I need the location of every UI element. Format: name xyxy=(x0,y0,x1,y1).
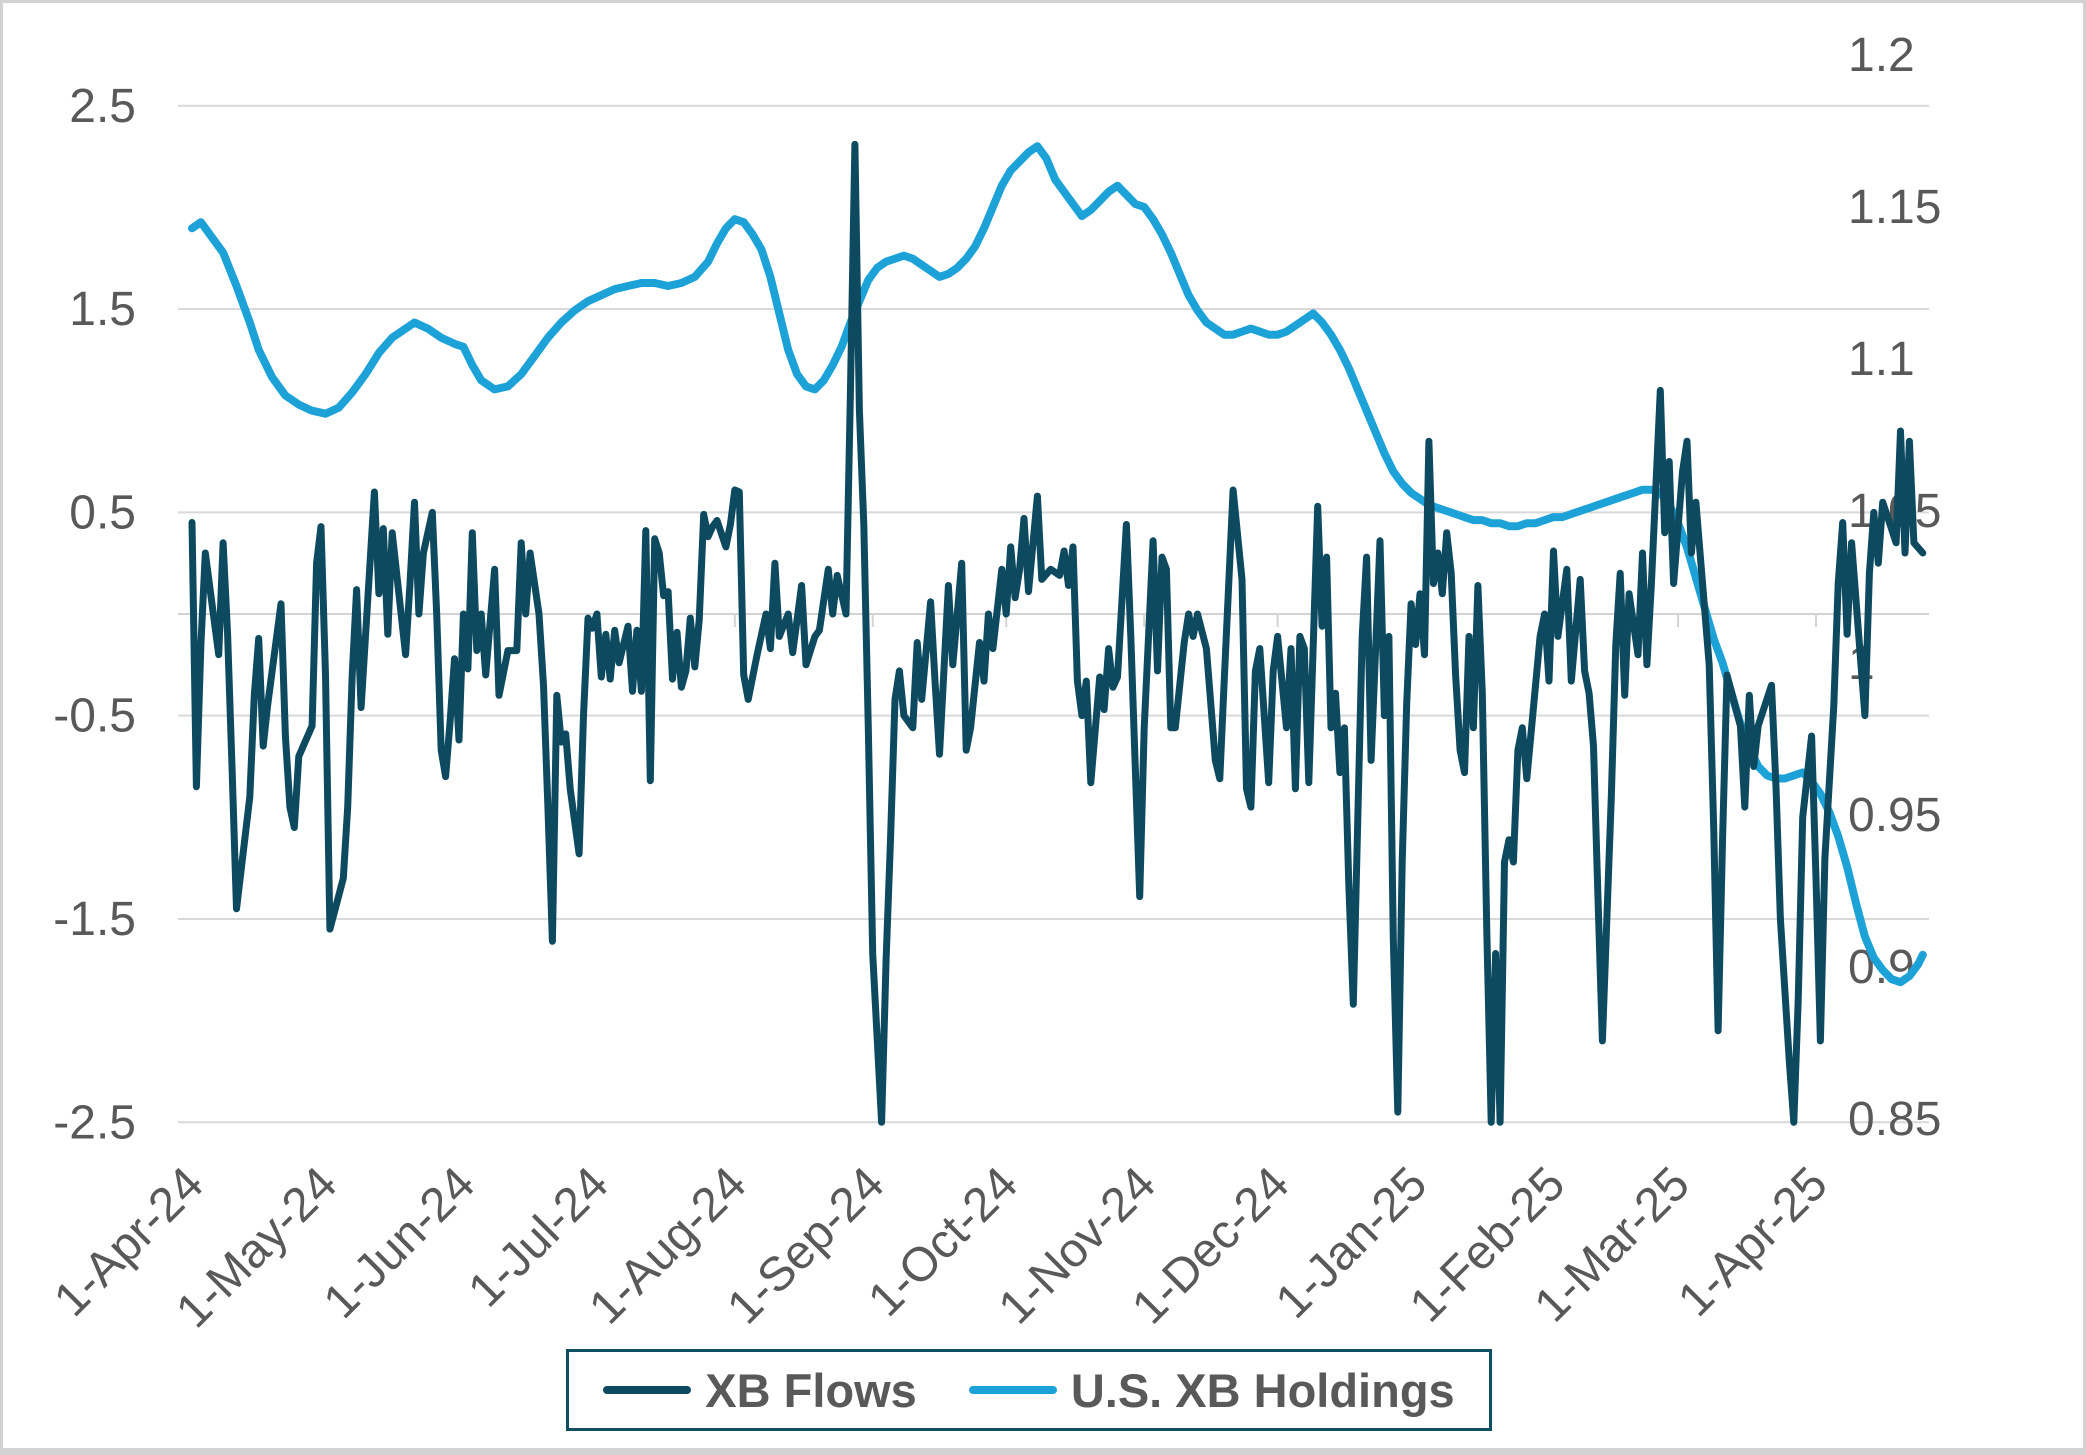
x-axis-tick-label: 1-Apr-25 xyxy=(1668,1157,1838,1327)
y-axis-left-tick-label: 2.5 xyxy=(69,80,136,133)
x-axis-tick-label: 1-Jun-24 xyxy=(314,1157,485,1328)
y-axis-right-tick-label: 0.85 xyxy=(1848,1093,1941,1146)
y-axis-right-tick-label: 1.15 xyxy=(1848,181,1941,234)
dual-axis-line-chart: 2.51.50.5-0.5-1.5-2.51.21.151.11.0510.95… xyxy=(44,29,1941,1338)
y-axis-left-tick-label: 1.5 xyxy=(69,283,136,336)
legend-item-xb-flows: XB Flows xyxy=(603,1363,917,1418)
legend-label-us-xb-holdings: U.S. XB Holdings xyxy=(1070,1363,1455,1417)
y-axis-right-tick-label: 0.95 xyxy=(1848,789,1941,842)
legend-label-xb-flows: XB Flows xyxy=(705,1363,917,1417)
y-axis-left-tick-label: -2.5 xyxy=(53,1096,136,1149)
legend-item-us-xb-holdings: U.S. XB Holdings xyxy=(968,1363,1455,1418)
legend: XB Flows U.S. XB Holdings xyxy=(566,1349,1492,1431)
us-xb-holdings-line-swatch-icon xyxy=(968,1386,1057,1394)
y-axis-right-tick-label: 1.1 xyxy=(1848,333,1915,386)
series-line-u-s-xb-holdings xyxy=(188,142,1927,987)
y-axis-right-tick-label: 1.2 xyxy=(1848,29,1915,82)
y-axis-left-tick-label: -0.5 xyxy=(53,690,136,743)
y-axis-left-tick-label: -1.5 xyxy=(53,893,136,946)
y-axis-left-tick-label: 0.5 xyxy=(69,486,136,539)
series-line-xb-flows xyxy=(188,140,1927,1126)
xb-flows-line-swatch-icon xyxy=(603,1386,692,1394)
